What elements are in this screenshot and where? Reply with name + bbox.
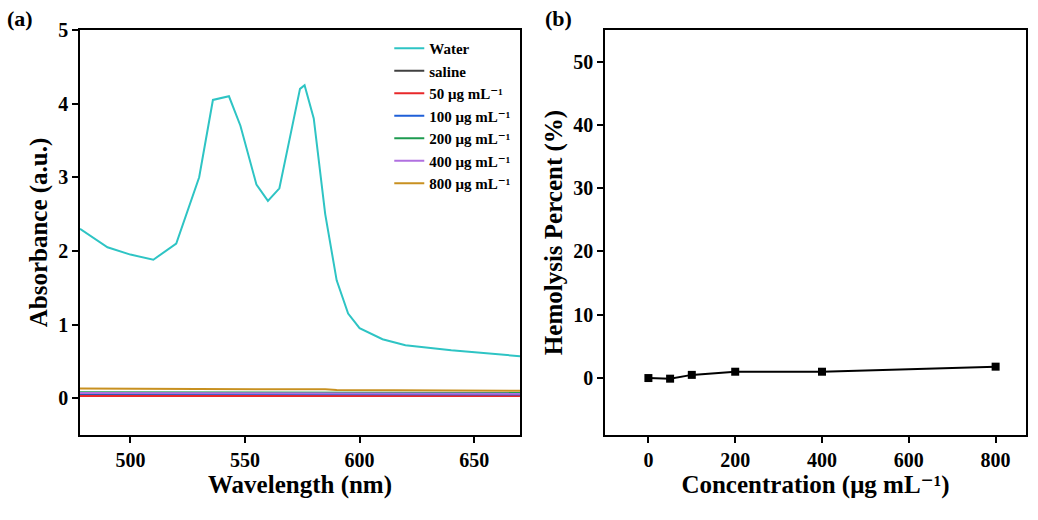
svg-text:30: 30 (573, 177, 593, 199)
svg-text:4: 4 (58, 93, 68, 115)
svg-text:10: 10 (573, 304, 593, 326)
svg-text:20: 20 (573, 240, 593, 262)
svg-text:40: 40 (573, 114, 593, 136)
svg-text:200: 200 (720, 449, 750, 471)
svg-text:50: 50 (573, 51, 593, 73)
svg-text:200 μg mL⁻¹: 200 μg mL⁻¹ (429, 131, 510, 147)
svg-text:2: 2 (58, 240, 68, 262)
svg-text:100 μg mL⁻¹: 100 μg mL⁻¹ (429, 109, 510, 125)
svg-text:50 μg mL⁻¹: 50 μg mL⁻¹ (429, 86, 502, 102)
svg-text:600: 600 (894, 449, 924, 471)
svg-text:400: 400 (807, 449, 837, 471)
svg-text:400 μg mL⁻¹: 400 μg mL⁻¹ (429, 154, 510, 170)
svg-text:800 μg mL⁻¹: 800 μg mL⁻¹ (429, 176, 510, 192)
svg-text:500: 500 (115, 449, 145, 471)
svg-text:800: 800 (981, 449, 1011, 471)
svg-text:Absorbance (a.u.): Absorbance (a.u.) (25, 138, 53, 328)
svg-text:600: 600 (345, 449, 375, 471)
svg-text:0: 0 (583, 367, 593, 389)
svg-text:550: 550 (230, 449, 260, 471)
svg-text:Concentration (μg mL⁻¹): Concentration (μg mL⁻¹) (681, 471, 949, 499)
svg-text:0: 0 (58, 387, 68, 409)
svg-text:Hemolysis Percent (%): Hemolysis Percent (%) (540, 110, 568, 355)
svg-text:Water: Water (429, 41, 469, 57)
svg-text:3: 3 (58, 166, 68, 188)
svg-text:0: 0 (643, 449, 653, 471)
svg-text:1: 1 (58, 314, 68, 336)
svg-text:(a): (a) (7, 6, 33, 31)
svg-text:(b): (b) (545, 6, 572, 31)
svg-text:650: 650 (459, 449, 489, 471)
svg-text:saline: saline (429, 64, 466, 80)
svg-text:5: 5 (58, 19, 68, 41)
svg-text:Wavelength (nm): Wavelength (nm) (208, 471, 392, 499)
